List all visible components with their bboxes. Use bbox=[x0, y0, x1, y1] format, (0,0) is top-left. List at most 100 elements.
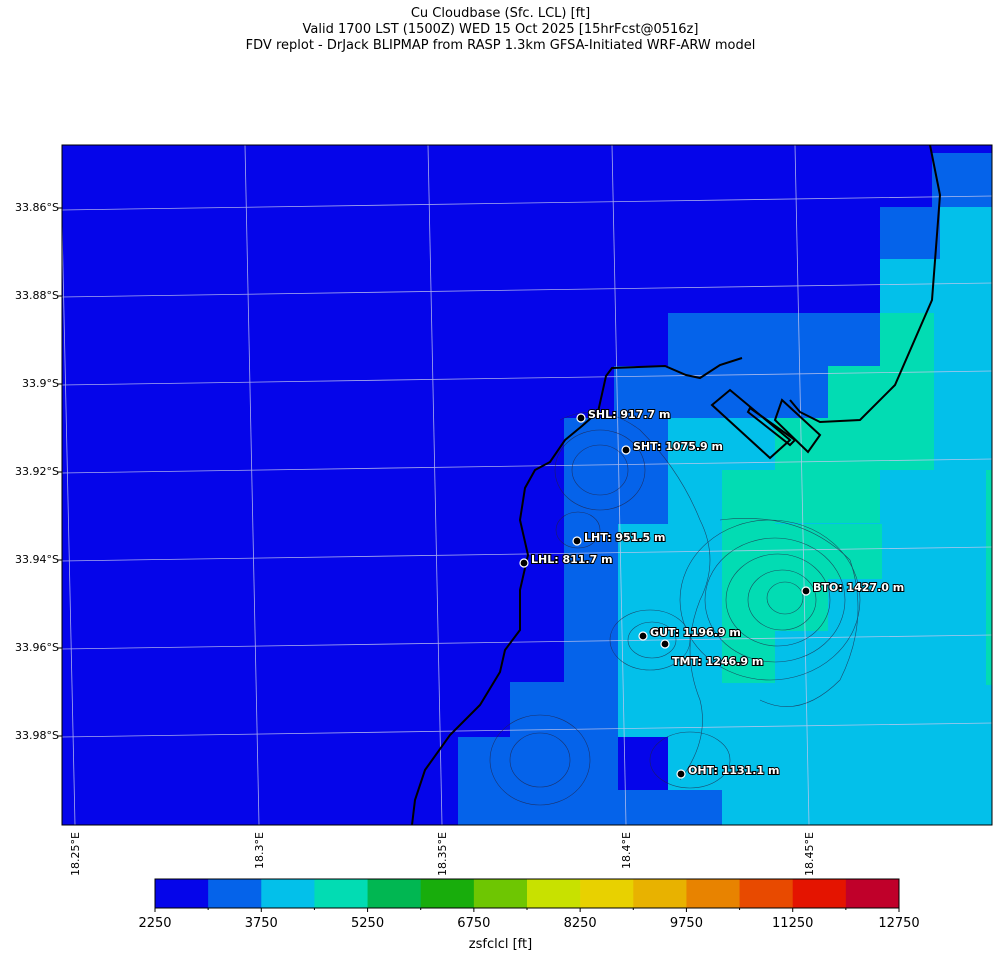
colorbar-tick-label: 2250 bbox=[138, 916, 172, 931]
colorbar-segment bbox=[420, 879, 475, 908]
heatmap-cell bbox=[722, 524, 882, 579]
colorbar-segment bbox=[686, 879, 741, 908]
heatmap-cell bbox=[618, 790, 722, 825]
colorbar-segment bbox=[527, 879, 581, 908]
harbour-breakwater bbox=[746, 406, 797, 447]
colorbar-tick-label: 3750 bbox=[244, 916, 278, 931]
graticule bbox=[61, 144, 993, 826]
heatmap-cell bbox=[880, 207, 940, 259]
station-marker-lht[interactable] bbox=[572, 536, 582, 546]
lon-label: 18.3°E bbox=[253, 832, 266, 869]
station-marker-bto[interactable] bbox=[801, 586, 811, 596]
terrain-contour bbox=[489, 714, 591, 806]
graticule-line-lat bbox=[61, 195, 993, 211]
station-label-shl: SHL: 917.7 m bbox=[588, 408, 670, 421]
colorbar-segment bbox=[367, 879, 422, 908]
terrain-contour bbox=[555, 511, 601, 549]
map-title-line-2: Valid 1700 LST (1500Z) WED 15 Oct 2025 [… bbox=[302, 22, 699, 37]
colorbar-segment bbox=[261, 879, 315, 908]
colorbar-tick-label: 8250 bbox=[563, 916, 597, 931]
lat-label: 33.98°S bbox=[15, 729, 59, 742]
colorbar-title: zsfclcl [ft] bbox=[468, 937, 533, 952]
station-label-oht: OHT: 1131.1 m bbox=[688, 764, 779, 777]
heatmap-cell bbox=[722, 790, 992, 825]
terrain-contour bbox=[509, 732, 571, 788]
colorbar-segment bbox=[792, 879, 847, 908]
heatmap-cell bbox=[458, 737, 618, 825]
map-frame bbox=[61, 144, 993, 826]
coastline-west bbox=[411, 144, 942, 826]
graticule-line-lon bbox=[794, 144, 810, 826]
harbour-breakwater bbox=[710, 388, 792, 460]
graticule-line-lon bbox=[427, 144, 443, 826]
colorbar-segment bbox=[633, 879, 687, 908]
colorbar-tick-label: 11250 bbox=[772, 916, 814, 931]
heatmap-cell bbox=[880, 259, 992, 313]
station-marker-tmt[interactable] bbox=[660, 639, 670, 649]
lon-label: 18.4°E bbox=[620, 832, 633, 869]
station-markers bbox=[519, 413, 811, 779]
terrain-contour bbox=[609, 609, 691, 671]
lat-label: 33.86°S bbox=[15, 201, 59, 214]
station-labels: SHL: 917.7 m SHT: 1075.9 m LHT: 951.5 m … bbox=[530, 407, 905, 778]
heatmap-cell bbox=[510, 682, 618, 737]
map-title-line-3: FDV replot - DrJack BLIPMAP from RASP 1.… bbox=[245, 38, 756, 53]
lat-label: 33.9°S bbox=[22, 377, 59, 390]
lon-label: 18.25°E bbox=[69, 832, 82, 876]
graticule-line-lat bbox=[61, 458, 993, 474]
lat-label: 33.88°S bbox=[15, 289, 59, 302]
heatmap-cell bbox=[668, 313, 880, 366]
terrain-contour bbox=[649, 731, 731, 789]
terrain-contour bbox=[766, 581, 804, 615]
station-marker-sht[interactable] bbox=[621, 445, 631, 455]
terrain-contour bbox=[725, 553, 831, 647]
station-marker-gut[interactable] bbox=[638, 631, 648, 641]
colorbar-tick-label: 5250 bbox=[351, 916, 385, 931]
station-label-bto: BTO: 1427.0 m bbox=[813, 581, 904, 594]
heatmap-cells bbox=[458, 153, 992, 825]
colorbar-segment bbox=[314, 879, 369, 908]
lon-label: 18.35°E bbox=[436, 832, 449, 876]
colorbar-segment bbox=[155, 879, 209, 908]
heatmap-cell bbox=[722, 470, 775, 524]
station-marker-shl[interactable] bbox=[576, 413, 586, 423]
terrain-contour bbox=[719, 518, 859, 707]
heatmap-cell bbox=[668, 737, 934, 790]
map-title-line-1: Cu Cloudbase (Sfc. LCL) [ft] bbox=[410, 6, 591, 21]
terrain-contour bbox=[554, 429, 646, 511]
colorbar-segment bbox=[739, 879, 794, 908]
colorbar-tick-label: 12750 bbox=[878, 916, 920, 931]
coastline bbox=[411, 144, 942, 826]
terrain-contours bbox=[489, 411, 861, 806]
graticule-line-lat bbox=[61, 722, 993, 738]
lat-label: 33.94°S bbox=[15, 553, 59, 566]
graticule-line-lat bbox=[61, 634, 993, 650]
colorbar-tick-label: 6750 bbox=[457, 916, 491, 931]
terrain-contour bbox=[704, 537, 846, 663]
station-label-lht: LHT: 951.5 m bbox=[584, 531, 665, 544]
heatmap-cell bbox=[986, 470, 992, 685]
heatmap-cell bbox=[722, 631, 775, 683]
colorbar bbox=[154, 878, 900, 912]
terrain-contour bbox=[747, 569, 817, 631]
heatmap-cell bbox=[775, 418, 880, 523]
heatmap-cell bbox=[722, 579, 828, 631]
station-label-gut: GUT: 1196.9 m bbox=[650, 626, 741, 639]
graticule-line-lon bbox=[611, 144, 627, 826]
graticule-line-lon bbox=[61, 221, 76, 826]
graticule-line-lat bbox=[61, 370, 993, 386]
station-marker-oht[interactable] bbox=[676, 769, 686, 779]
harbour-breakwater bbox=[773, 398, 822, 454]
heatmap-cell bbox=[940, 207, 992, 259]
heatmap-cell bbox=[932, 153, 992, 207]
colorbar-segment bbox=[208, 879, 262, 908]
station-marker-lhl[interactable] bbox=[519, 558, 529, 568]
lat-label: 33.92°S bbox=[15, 465, 59, 478]
colorbar-tick-label: 9750 bbox=[669, 916, 703, 931]
terrain-contour bbox=[627, 621, 677, 659]
lat-label: 33.96°S bbox=[15, 641, 59, 654]
colorbar-segment bbox=[845, 879, 900, 908]
colorbar-segment bbox=[580, 879, 634, 908]
graticule-line-lat bbox=[61, 282, 993, 298]
